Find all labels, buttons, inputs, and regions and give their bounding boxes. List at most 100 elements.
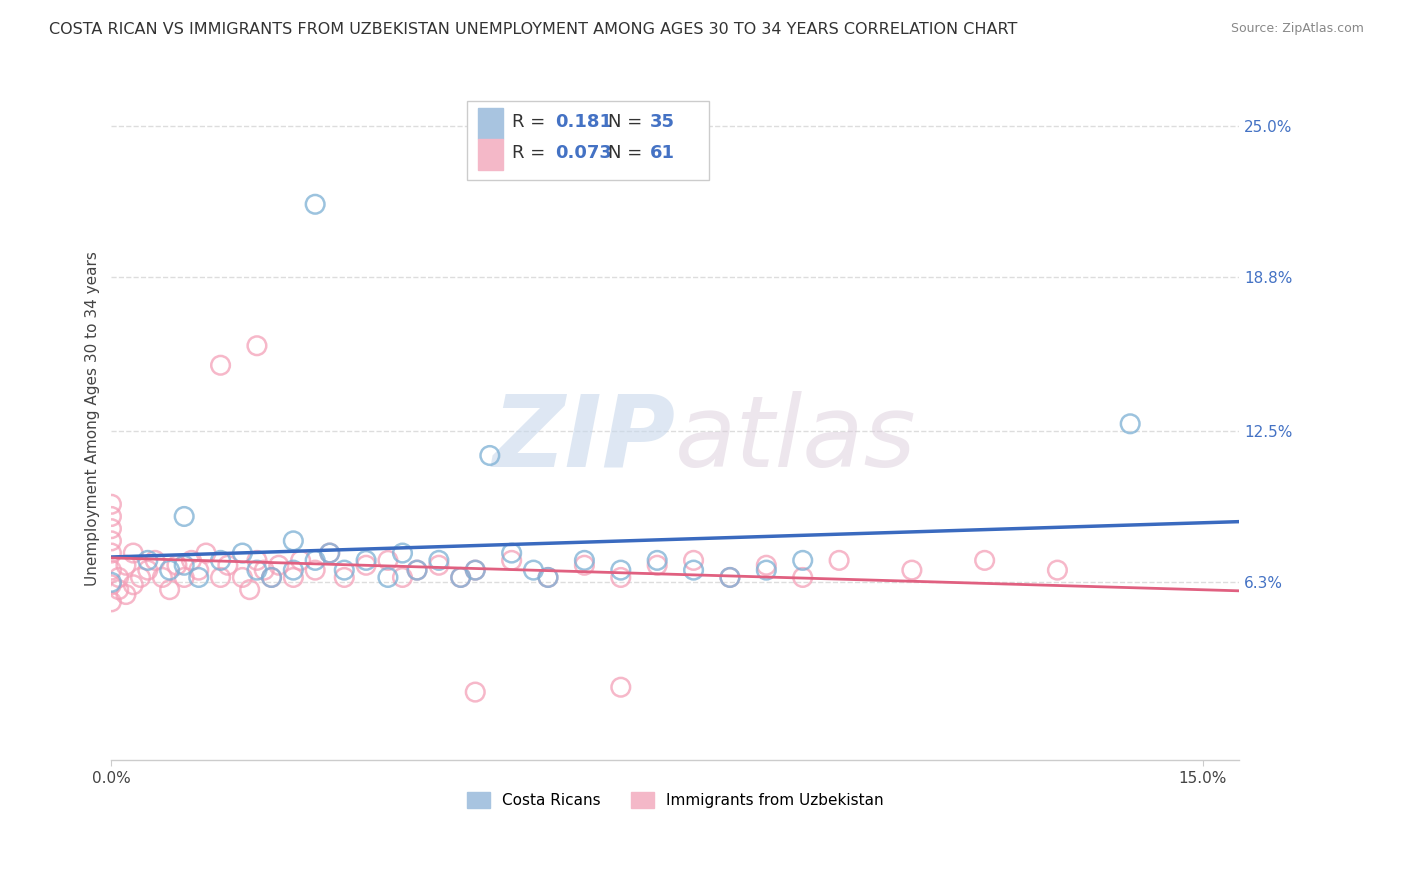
Text: Source: ZipAtlas.com: Source: ZipAtlas.com bbox=[1230, 22, 1364, 36]
Point bbox=[610, 680, 633, 694]
Point bbox=[115, 588, 138, 602]
Point bbox=[792, 570, 814, 584]
Text: 0.181: 0.181 bbox=[555, 112, 612, 131]
Point bbox=[304, 197, 326, 211]
Point bbox=[319, 546, 342, 560]
Text: R =: R = bbox=[512, 112, 551, 131]
Point bbox=[217, 558, 239, 573]
Point bbox=[478, 449, 501, 463]
Point bbox=[645, 558, 668, 573]
Point bbox=[100, 522, 122, 536]
Point bbox=[173, 570, 195, 584]
Point bbox=[173, 509, 195, 524]
Point bbox=[304, 553, 326, 567]
Bar bbox=[478, 108, 503, 139]
Point bbox=[828, 553, 851, 567]
Point bbox=[283, 563, 305, 577]
Point bbox=[239, 582, 262, 597]
Text: ZIP: ZIP bbox=[492, 391, 675, 488]
Point bbox=[246, 563, 269, 577]
Text: 35: 35 bbox=[650, 112, 675, 131]
Point bbox=[267, 558, 290, 573]
Point bbox=[501, 546, 523, 560]
Point bbox=[246, 339, 269, 353]
Point bbox=[333, 563, 356, 577]
Point bbox=[1046, 563, 1069, 577]
Point bbox=[450, 570, 472, 584]
Point bbox=[610, 563, 633, 577]
Point bbox=[304, 563, 326, 577]
Point bbox=[391, 546, 413, 560]
Point bbox=[522, 563, 544, 577]
Point bbox=[718, 570, 741, 584]
Legend: Costa Ricans, Immigrants from Uzbekistan: Costa Ricans, Immigrants from Uzbekistan bbox=[461, 786, 890, 814]
Text: N =: N = bbox=[607, 112, 648, 131]
Point bbox=[107, 570, 129, 584]
Point bbox=[464, 685, 486, 699]
Point bbox=[209, 570, 232, 584]
Point bbox=[100, 497, 122, 511]
Point bbox=[682, 553, 704, 567]
Point bbox=[537, 570, 560, 584]
Point bbox=[574, 553, 596, 567]
Point bbox=[159, 563, 181, 577]
Point bbox=[537, 570, 560, 584]
Point bbox=[333, 570, 356, 584]
Point bbox=[150, 570, 173, 584]
Text: COSTA RICAN VS IMMIGRANTS FROM UZBEKISTAN UNEMPLOYMENT AMONG AGES 30 TO 34 YEARS: COSTA RICAN VS IMMIGRANTS FROM UZBEKISTA… bbox=[49, 22, 1018, 37]
Point bbox=[354, 558, 377, 573]
Point bbox=[195, 546, 218, 560]
Point bbox=[260, 570, 283, 584]
Bar bbox=[478, 139, 503, 169]
Point bbox=[377, 553, 399, 567]
Point bbox=[718, 570, 741, 584]
Point bbox=[246, 553, 269, 567]
Point bbox=[100, 578, 122, 592]
Text: 61: 61 bbox=[650, 144, 675, 161]
Text: atlas: atlas bbox=[675, 391, 917, 488]
Point bbox=[464, 563, 486, 577]
Point bbox=[574, 558, 596, 573]
Point bbox=[391, 570, 413, 584]
Text: R =: R = bbox=[512, 144, 551, 161]
Point bbox=[283, 533, 305, 548]
Point bbox=[427, 558, 450, 573]
Point bbox=[100, 563, 122, 577]
Point bbox=[122, 578, 145, 592]
Point bbox=[136, 553, 159, 567]
Point bbox=[115, 558, 138, 573]
Point bbox=[610, 570, 633, 584]
Point bbox=[136, 563, 159, 577]
Point bbox=[122, 546, 145, 560]
Point bbox=[159, 582, 181, 597]
Point bbox=[755, 558, 778, 573]
Point bbox=[100, 509, 122, 524]
Point bbox=[187, 570, 209, 584]
Point bbox=[377, 570, 399, 584]
Point bbox=[354, 553, 377, 567]
Point bbox=[107, 582, 129, 597]
Point bbox=[427, 553, 450, 567]
Point bbox=[406, 563, 429, 577]
Point bbox=[180, 553, 202, 567]
Point bbox=[187, 563, 209, 577]
Point bbox=[260, 570, 283, 584]
Point bbox=[143, 553, 166, 567]
Point bbox=[100, 595, 122, 609]
Point bbox=[973, 553, 995, 567]
Point bbox=[406, 563, 429, 577]
Point bbox=[901, 563, 924, 577]
Point bbox=[209, 358, 232, 372]
Point bbox=[100, 533, 122, 548]
Point bbox=[290, 553, 312, 567]
Point bbox=[231, 570, 253, 584]
Point bbox=[166, 558, 188, 573]
Text: 0.073: 0.073 bbox=[555, 144, 612, 161]
Point bbox=[755, 563, 778, 577]
Point bbox=[173, 558, 195, 573]
Text: N =: N = bbox=[607, 144, 648, 161]
Point bbox=[645, 553, 668, 567]
Y-axis label: Unemployment Among Ages 30 to 34 years: Unemployment Among Ages 30 to 34 years bbox=[86, 252, 100, 586]
Point bbox=[231, 546, 253, 560]
Point bbox=[100, 575, 122, 590]
